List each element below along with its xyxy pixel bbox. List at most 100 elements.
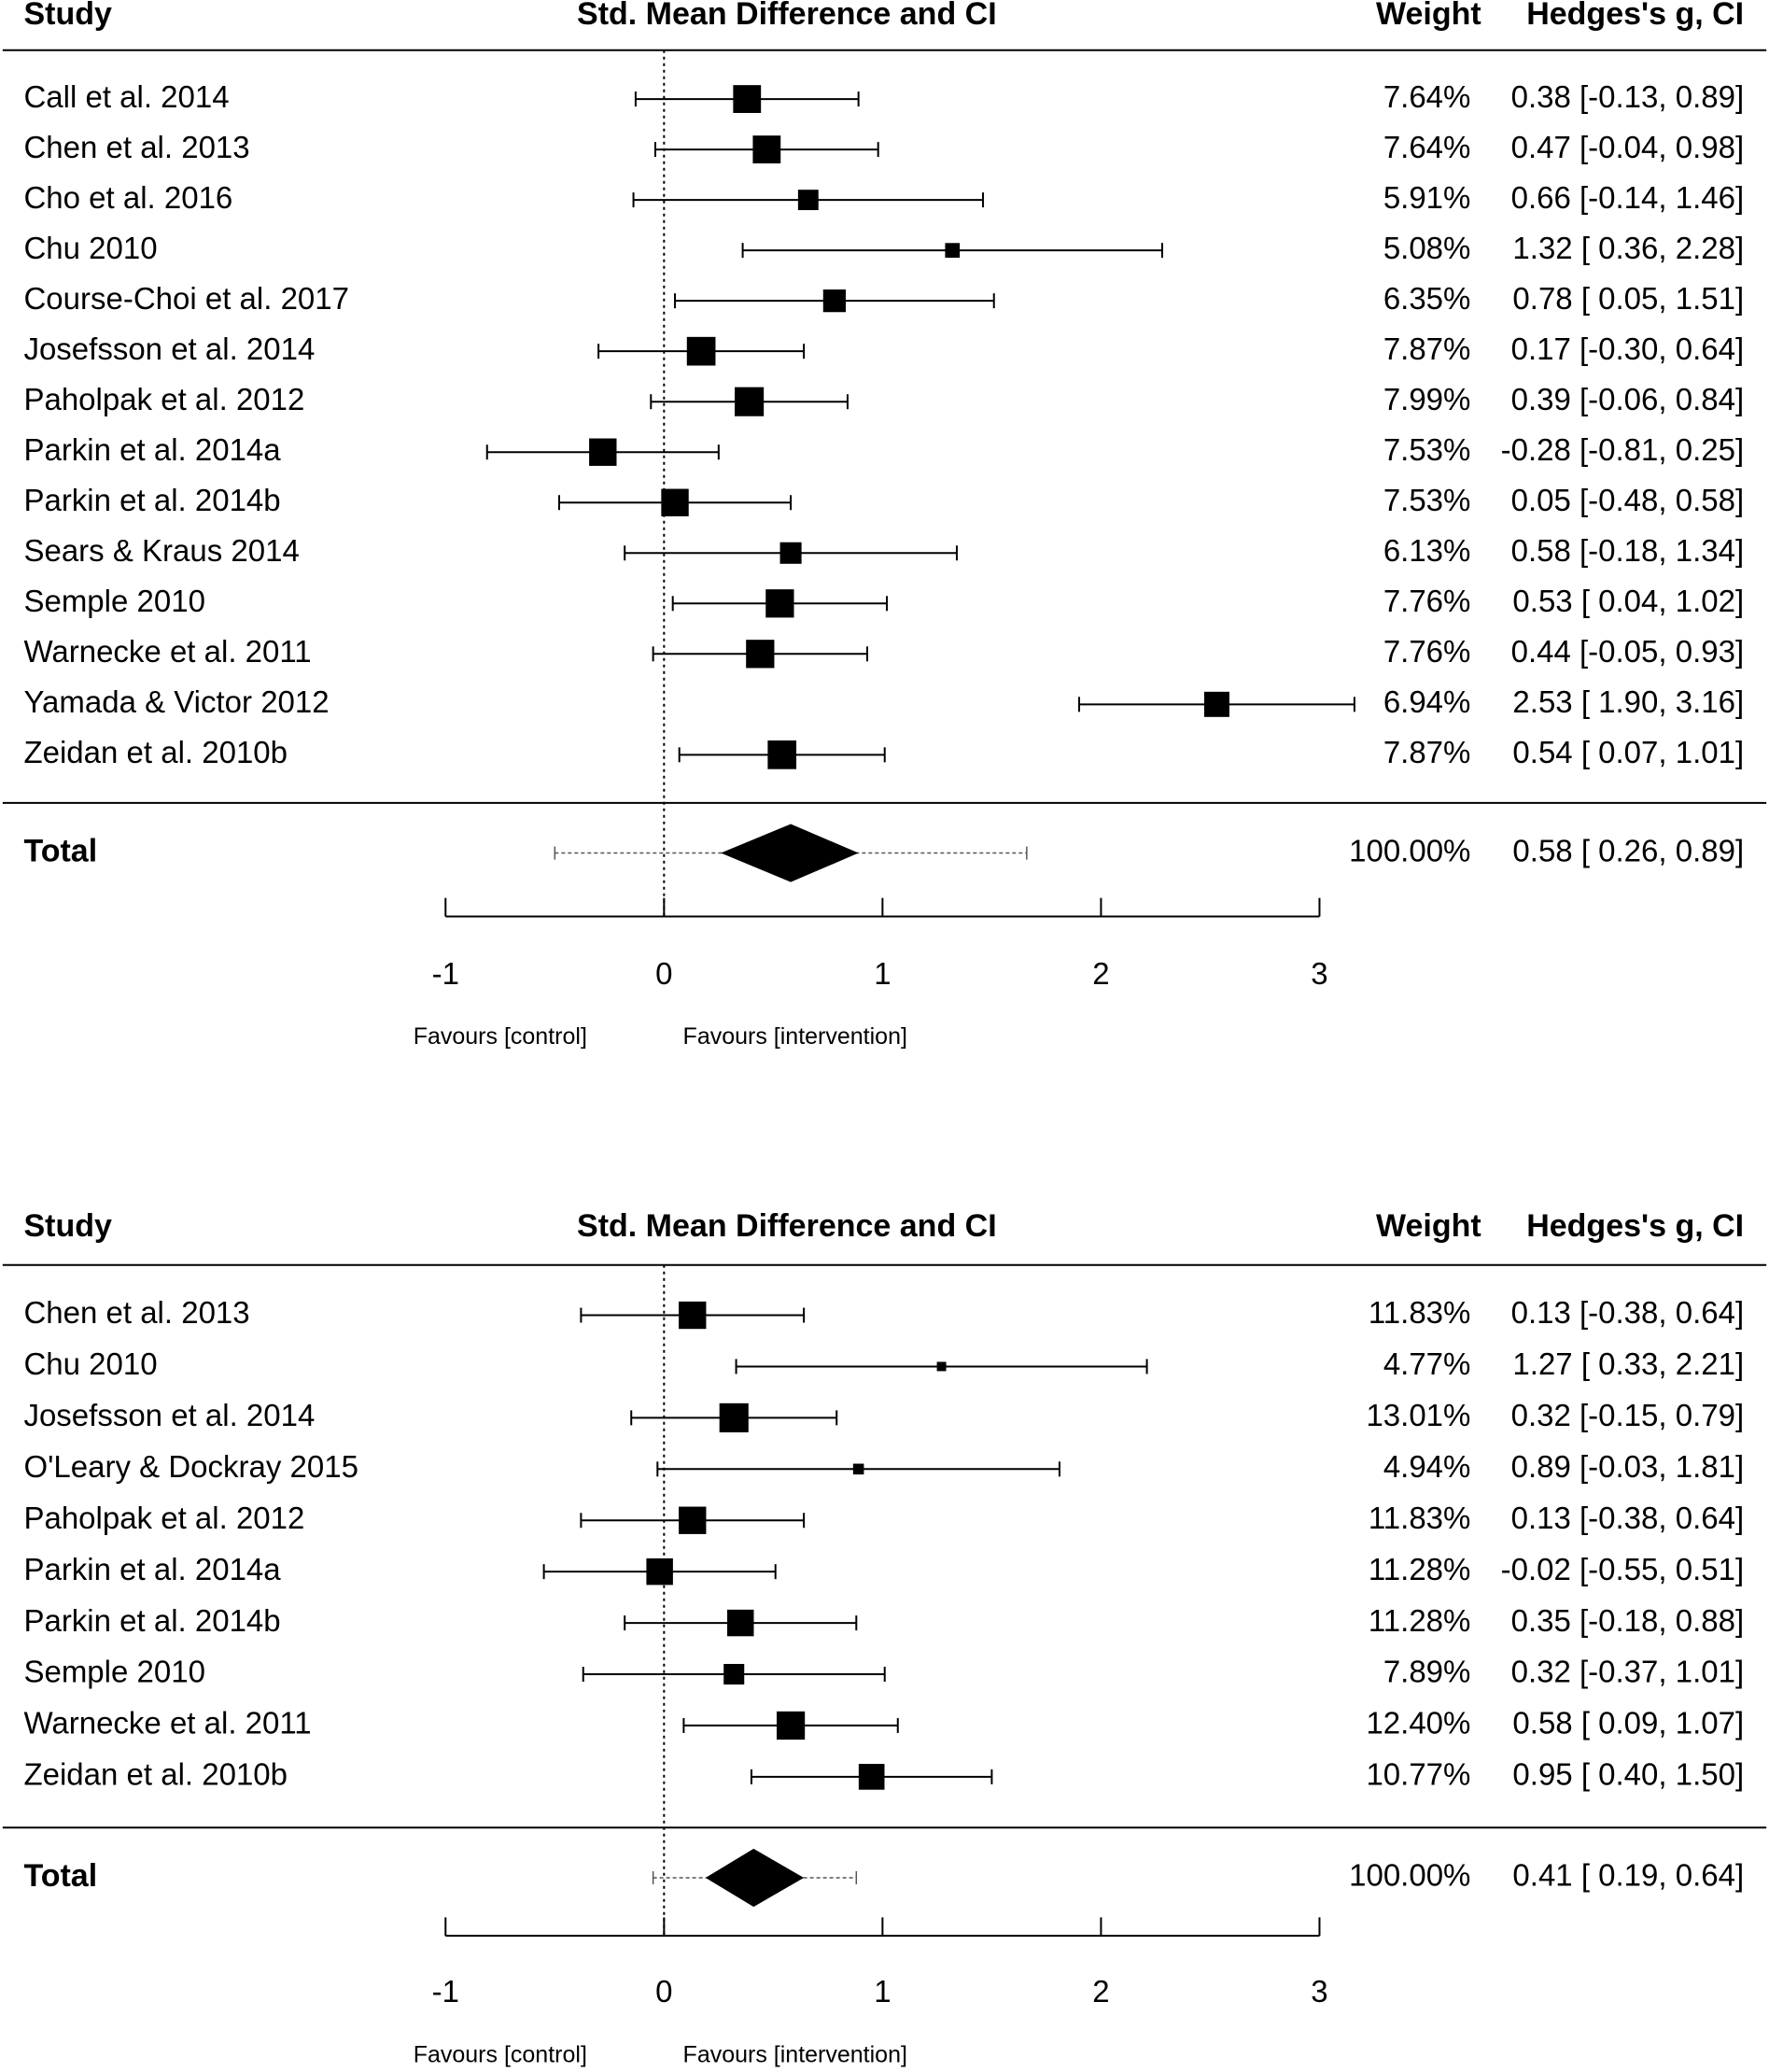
study-row: Paholpak et al. 2012 11.83% 0.13 [-0.38, 0…	[23, 1501, 1744, 1535]
study-name: Zeidan et al. 2010b	[23, 735, 288, 769]
estimate-value: 0.13 [-0.38, 0.64]	[1511, 1501, 1745, 1535]
estimate-value: 0.17 [-0.30, 0.64]	[1511, 331, 1745, 366]
study-name: Parkin et al. 2014a	[23, 1552, 281, 1586]
study-row: Yamada & Victor 2012 6.94% 2.53 [ 1.90, 3.…	[23, 684, 1744, 719]
effect-marker	[686, 336, 716, 366]
weight-value: 7.76%	[1383, 634, 1471, 669]
study-name: Josefsson et al. 2014	[23, 1398, 315, 1432]
estimate-value: 0.13 [-0.38, 0.64]	[1511, 1295, 1745, 1330]
study-name: Josefsson et al. 2014	[23, 331, 315, 366]
study-row: Warnecke et al. 2011 7.76% 0.44 [-0.05, 0.…	[23, 634, 1744, 669]
header-estimate: Hedges's g, CI	[1526, 1208, 1744, 1244]
summary-diamond	[705, 1848, 805, 1908]
study-row: Chu 2010 4.77% 1.27 [ 0.33, 2.21]	[23, 1346, 1744, 1381]
study-name: Sears & Kraus 2014	[23, 533, 299, 568]
study-name: Parkin et al. 2014b	[23, 1603, 280, 1638]
effect-marker	[589, 438, 617, 466]
estimate-value: 0.38 [-0.13, 0.89]	[1511, 79, 1745, 114]
study-name: Chu 2010	[23, 1346, 157, 1381]
total-estimate-value: 0.41 [ 0.19, 0.64]	[1512, 1858, 1744, 1893]
weight-value: 13.01%	[1366, 1398, 1470, 1432]
effect-marker	[797, 190, 819, 211]
study-row: Semple 2010 7.76% 0.53 [ 0.04, 1.02]	[23, 584, 1744, 618]
estimate-value: 0.47 [-0.04, 0.98]	[1511, 130, 1745, 164]
study-row: Warnecke et al. 2011 12.40% 0.58 [ 0.09, 1…	[23, 1706, 1744, 1741]
effect-marker	[822, 289, 846, 313]
header-effect: Std. Mean Difference and CI	[577, 0, 997, 32]
study-name: Parkin et al. 2014a	[23, 432, 281, 467]
effect-marker	[646, 1558, 673, 1586]
study-row: Josefsson et al. 2014 7.87% 0.17 [-0.30, 0…	[23, 331, 1744, 366]
study-name: Yamada & Victor 2012	[23, 684, 329, 719]
study-name: Warnecke et al. 2011	[23, 634, 311, 669]
effect-marker	[735, 387, 765, 416]
effect-marker	[1203, 691, 1229, 717]
total-weight-value: 100.00%	[1349, 1858, 1470, 1893]
weight-value: 7.64%	[1383, 79, 1471, 114]
x-tick-label: 1	[874, 1974, 891, 2009]
study-row: Zeidan et al. 2010b 7.87% 0.54 [ 0.07, 1.0…	[23, 735, 1744, 769]
study-name: Zeidan et al. 2010b	[23, 1757, 288, 1792]
estimate-value: 2.53 [ 1.90, 3.16]	[1512, 684, 1744, 719]
effect-marker	[767, 740, 797, 769]
weight-value: 6.35%	[1383, 281, 1471, 316]
study-row: Call et al. 2014 7.64% 0.38 [-0.13, 0.89]	[23, 79, 1744, 114]
estimate-value: 0.32 [-0.15, 0.79]	[1511, 1398, 1745, 1432]
summary-diamond	[721, 824, 859, 882]
effect-marker	[776, 1711, 806, 1741]
estimate-value: -0.28 [-0.81, 0.25]	[1501, 432, 1745, 467]
weight-value: 7.53%	[1383, 483, 1471, 517]
weight-value: 11.28%	[1369, 1552, 1470, 1586]
study-name: Call et al. 2014	[23, 79, 229, 114]
estimate-value: 0.54 [ 0.07, 1.01]	[1512, 735, 1744, 769]
forest-panel-1: Study Std. Mean Difference and CI Weight He…	[2, 0, 1767, 1050]
study-name: Chu 2010	[23, 231, 157, 265]
weight-value: 7.87%	[1383, 735, 1471, 769]
x-axis: -1 0 1 2 3 Favours [control] Favours [interven…	[414, 1917, 1328, 2067]
weight-value: 5.91%	[1383, 180, 1471, 215]
study-row: Parkin et al. 2014a 11.28% -0.02 [-0.55, 0…	[23, 1552, 1744, 1586]
study-row: Josefsson et al. 2014 13.01% 0.32 [-0.15, …	[23, 1398, 1744, 1432]
study-row: Semple 2010 7.89% 0.32 [-0.37, 1.01]	[23, 1655, 1744, 1689]
weight-value: 11.28%	[1369, 1603, 1470, 1638]
effect-marker	[858, 1764, 885, 1790]
weight-value: 10.77%	[1366, 1757, 1470, 1792]
weight-value: 4.94%	[1383, 1449, 1471, 1484]
header-weight: Weight	[1376, 0, 1481, 32]
header-study: Study	[23, 0, 112, 32]
study-name: Warnecke et al. 2011	[23, 1706, 311, 1741]
x-tick-label: 0	[655, 956, 672, 991]
favours-control-label: Favours [control]	[414, 2041, 587, 2067]
estimate-value: 0.32 [-0.37, 1.01]	[1511, 1655, 1745, 1689]
study-name: O'Leary & Dockray 2015	[23, 1449, 358, 1484]
total-weight-value: 100.00%	[1349, 833, 1470, 867]
weight-value: 7.76%	[1383, 584, 1471, 618]
weight-value: 7.99%	[1383, 382, 1471, 416]
estimate-value: 0.39 [-0.06, 0.84]	[1511, 382, 1745, 416]
study-row: Parkin et al. 2014a 7.53% -0.28 [-0.81, 0.…	[23, 432, 1744, 467]
favours-control-label: Favours [control]	[414, 1023, 587, 1050]
x-tick-label: 2	[1092, 1974, 1109, 2009]
estimate-value: 0.44 [-0.05, 0.93]	[1511, 634, 1745, 669]
study-name: Cho et al. 2016	[23, 180, 232, 215]
study-row: O'Leary & Dockray 2015 4.94% 0.89 [-0.03, …	[23, 1449, 1744, 1484]
total-label: Total	[23, 834, 97, 869]
study-name: Parkin et al. 2014b	[23, 483, 280, 517]
study-name: Paholpak et al. 2012	[23, 1501, 304, 1535]
effect-marker	[852, 1463, 864, 1475]
effect-marker	[719, 1402, 749, 1432]
favours-intervention-label: Favours [intervention]	[683, 1023, 907, 1050]
estimate-value: 1.27 [ 0.33, 2.21]	[1512, 1346, 1744, 1381]
study-row: Zeidan et al. 2010b 10.77% 0.95 [ 0.40, 1.…	[23, 1757, 1744, 1792]
study-row: Chen et al. 2013 7.64% 0.47 [-0.04, 0.98]	[23, 130, 1744, 164]
x-axis: -1 0 1 2 3 Favours [control] Favours [interven…	[414, 897, 1328, 1050]
study-name: Semple 2010	[23, 584, 204, 618]
x-tick-label: -1	[432, 956, 459, 991]
estimate-value: 1.32 [ 0.36, 2.28]	[1512, 231, 1744, 265]
total-row: Total 100.00% 0.41 [ 0.19, 0.64]	[23, 1848, 1744, 1908]
study-row: Chen et al. 2013 11.83% 0.13 [-0.38, 0.64]	[23, 1295, 1744, 1330]
estimate-value: 0.66 [-0.14, 1.46]	[1511, 180, 1745, 215]
estimate-value: 0.78 [ 0.05, 1.51]	[1512, 281, 1744, 316]
forest-panel-2: Study Std. Mean Difference and CI Weight He…	[2, 1208, 1767, 2067]
